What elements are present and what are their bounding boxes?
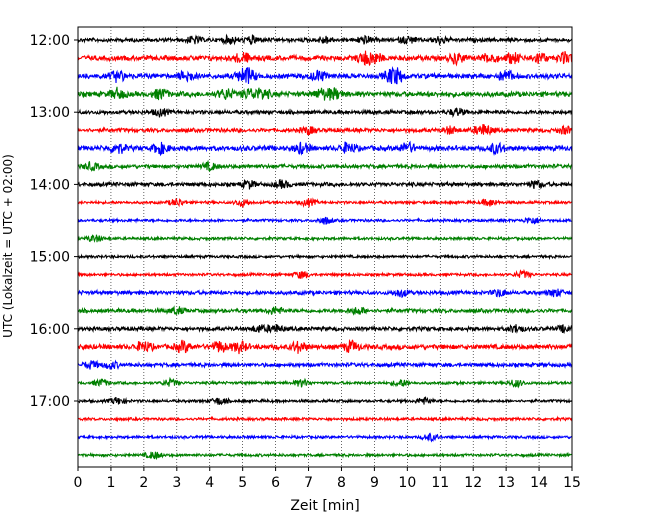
trace-1400 [77,178,573,190]
trace-1430 [77,216,573,225]
y-tick-label: 13:00 [30,105,70,121]
trace-1500 [77,253,573,261]
y-tick-label: 16:00 [30,322,70,338]
trace-1230 [77,66,573,85]
x-tick-label: 0 [74,475,83,491]
x-tick-label: 2 [139,475,148,491]
x-tick-label: 7 [304,475,313,491]
trace-1530 [77,288,573,299]
trace-1700 [77,396,573,406]
x-axis-title: Zeit [min] [290,498,359,514]
seismic-traces [77,33,573,461]
x-tick-label: 13 [497,475,515,491]
y-tick-label: 15:00 [30,250,70,266]
trace-1600 [77,323,573,334]
trace-1645 [77,376,573,389]
trace-1415 [77,197,573,209]
x-gridlines [110,27,540,467]
trace-1215 [77,50,573,67]
trace-1515 [77,268,573,279]
trace-1200 [77,33,573,47]
x-tick-label: 11 [431,475,449,491]
trace-1300 [77,107,573,119]
x-tick-label: 8 [337,475,346,491]
x-tick-label: 3 [172,475,181,491]
x-tick-label: 9 [370,475,379,491]
x-tick-label: 15 [563,475,581,491]
x-tick-label: 5 [238,475,247,491]
x-axis-ticks: 0 1 2 3 4 5 6 7 8 9 10 11 12 13 14 15 [74,467,581,491]
x-tick-label: 10 [398,475,416,491]
x-tick-label: 12 [464,475,482,491]
trace-1330 [77,140,573,157]
trace-1315 [77,124,573,137]
trace-1545 [77,305,573,316]
x-tick-label: 4 [205,475,214,491]
y-tick-label: 17:00 [30,394,70,410]
trace-1745 [77,451,573,461]
y-tick-label: 12:00 [30,33,70,49]
y-tick-label: 14:00 [30,177,70,193]
x-tick-label: 1 [106,475,115,491]
x-tick-label: 14 [530,475,548,491]
plot-frame [77,26,573,468]
trace-1730 [77,432,573,443]
trace-1630 [77,359,573,370]
y-axis-ticks: 12:00 13:00 14:00 15:00 16:00 17:00 [30,33,78,410]
trace-1715 [77,415,573,423]
trace-1615 [77,338,573,355]
trace-1245 [77,86,573,101]
y-axis-title: UTC (Lokalzeit = UTC + 02:00) [1,154,15,338]
trace-1345 [77,159,573,173]
trace-1445 [77,234,573,243]
x-tick-label: 6 [271,475,280,491]
